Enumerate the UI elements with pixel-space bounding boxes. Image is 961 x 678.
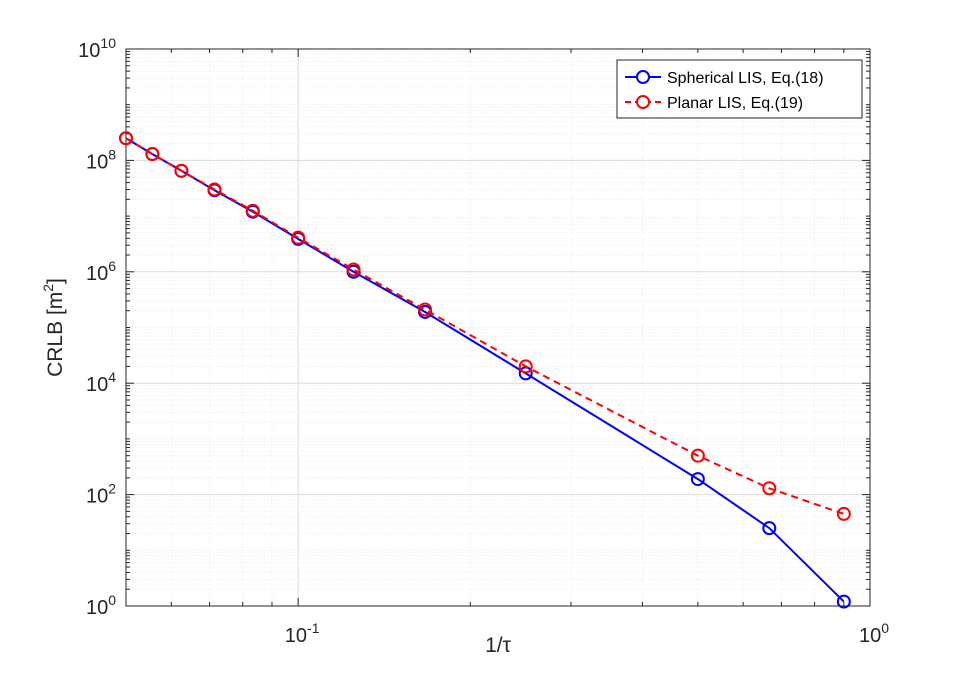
data-point: [762, 481, 777, 496]
data-point: [245, 203, 260, 218]
data-point: [836, 506, 851, 521]
series-2: [119, 131, 851, 521]
y-tick-label: 108: [86, 146, 116, 173]
legend-marker: [636, 70, 650, 84]
plot-area: 10-1 100 100 102 104 106 108 1010 1/τ CRLB [m2] Sp…: [40, 35, 889, 657]
x-tick-label: 10-1: [285, 620, 320, 647]
data-point: [418, 302, 433, 317]
y-tick-label: 106: [86, 258, 116, 285]
data-point: [518, 359, 533, 374]
legend-entry-label: Planar LIS, Eq.(19): [667, 95, 803, 112]
grid-lines: [125, 49, 870, 607]
x-tick-label: 100: [859, 620, 889, 647]
data-point: [690, 472, 705, 487]
data-point: [291, 230, 306, 245]
data-point: [119, 131, 133, 146]
legend-entry-label: Spherical LIS, Eq.(18): [667, 70, 824, 87]
legend-marker: [636, 95, 650, 109]
data-point: [207, 182, 222, 197]
axis-ticks: [125, 48, 870, 607]
legend-box: [616, 59, 863, 119]
data-point: [690, 448, 705, 463]
data-point: [762, 521, 777, 536]
x-axis-label: 1/τ: [485, 634, 512, 657]
y-tick-label: 100: [86, 592, 116, 619]
data-point: [346, 262, 361, 277]
legend: Spherical LIS, Eq.(18) Planar LIS, Eq.(19…: [616, 59, 863, 119]
data-point: [174, 163, 189, 178]
data-point: [836, 594, 851, 609]
axes-box: [125, 48, 871, 607]
y-tick-label: 1010: [78, 35, 116, 62]
data-point: [145, 147, 160, 162]
y-axis-label: CRLB [m2]: [40, 278, 67, 377]
y-tick-label: 104: [86, 369, 116, 396]
series-line: [125, 137, 845, 515]
y-tick-label: 102: [86, 481, 116, 508]
